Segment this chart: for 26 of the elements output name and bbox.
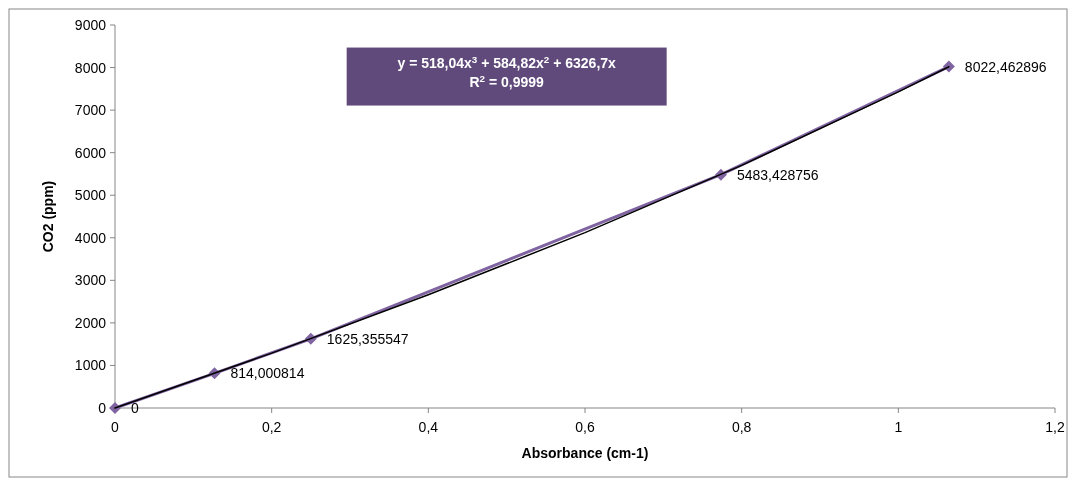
y-tick-label: 6000 (74, 144, 107, 161)
y-tick-label: 5000 (74, 187, 107, 204)
x-tick-label: 0,8 (731, 419, 752, 435)
x-axis-title: Absorbance (cm-1) (521, 445, 649, 461)
y-tick-label: 3000 (74, 272, 107, 289)
y-tick-label: 2000 (74, 314, 107, 331)
data-label: 5483,428756 (736, 166, 819, 183)
y-tick-label: 7000 (74, 102, 107, 119)
data-label: 8022,462896 (964, 58, 1047, 75)
x-tick-label: 0,2 (261, 419, 282, 435)
y-tick-label: 9000 (74, 17, 107, 33)
x-tick-label: 1,2 (1045, 419, 1065, 435)
y-axis-title: CO2 (ppm) (40, 180, 56, 253)
x-tick-label: 0 (111, 419, 120, 435)
y-tick-label: 1000 (74, 357, 107, 374)
annotation: y = 518,04x$^{3}$ + 584,82x$^{2}$ + 6326,7x (397, 53, 617, 71)
x-tick-label: 0,6 (575, 419, 595, 435)
x-tick-label: 0,4 (418, 419, 439, 435)
data-label: 0 (131, 400, 139, 416)
data-label: 1625,355547 (326, 330, 409, 347)
y-tick-label: 8000 (74, 59, 107, 76)
y-tick-label: 0 (98, 400, 107, 416)
x-tick-label: 1 (894, 419, 903, 435)
y-tick-label: 4000 (74, 229, 107, 246)
data-label: 814,000814 (230, 365, 305, 382)
annotation: R$^{2}$ = 0,9999 (469, 72, 545, 90)
